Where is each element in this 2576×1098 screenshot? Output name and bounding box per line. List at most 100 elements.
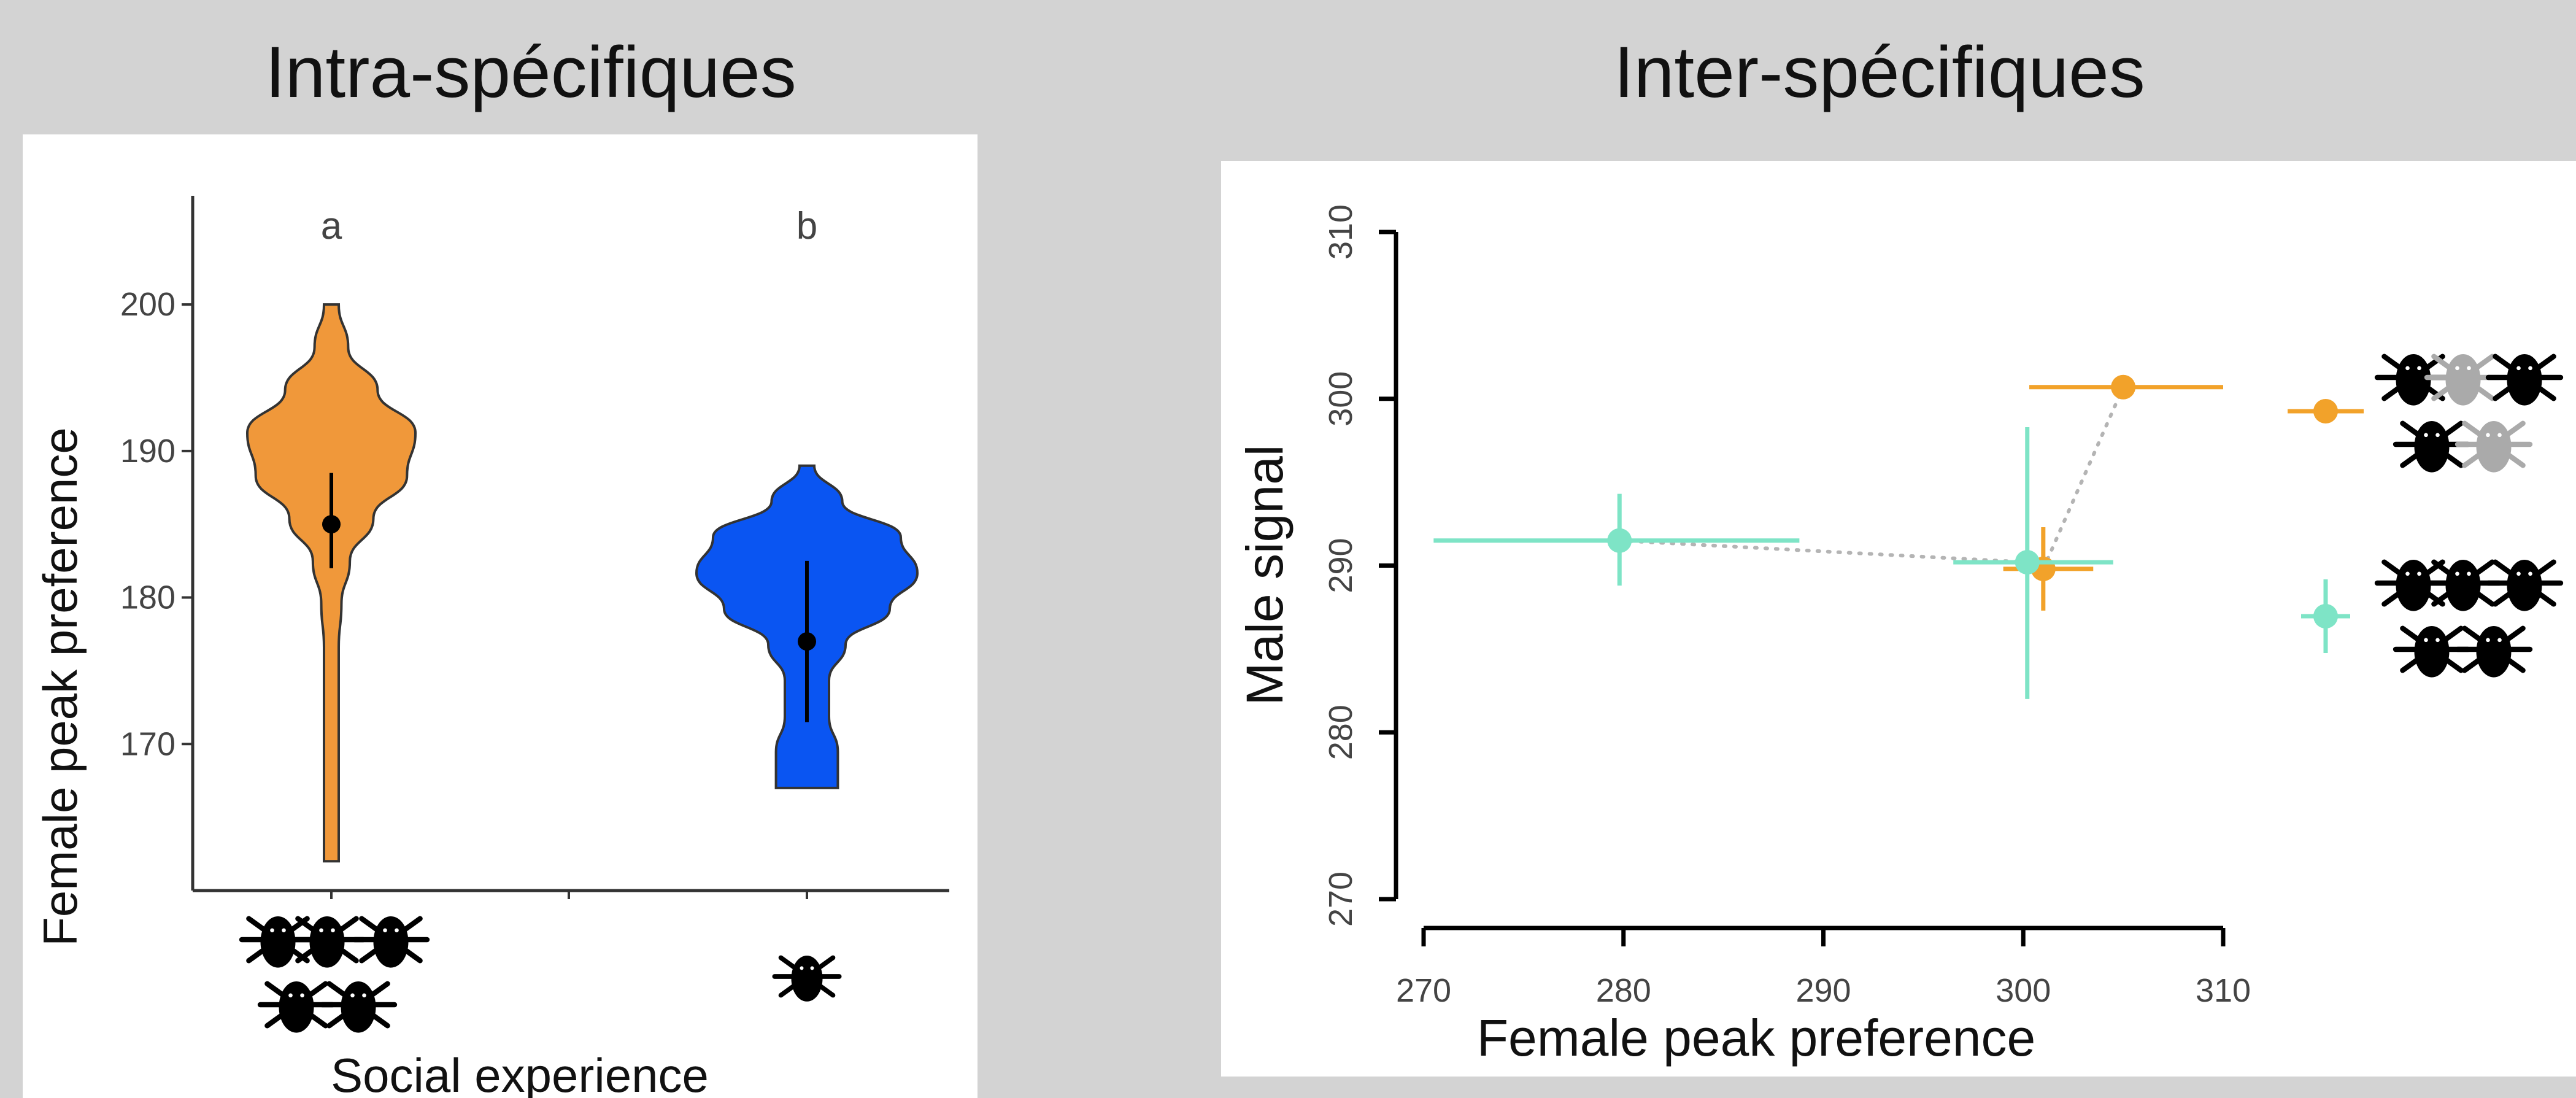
beetle-eye-icon	[2435, 433, 2440, 438]
beetle-body-icon	[373, 916, 409, 968]
violin-chart-panel: Female peak preference Social experience…	[23, 134, 978, 1098]
right-panel-title: Inter-spécifiques	[1614, 32, 2145, 113]
scatter-y-tick-label: 270	[1322, 872, 1359, 927]
left-panel-title: Intra-spécifiques	[265, 32, 796, 113]
beetle-body-icon	[279, 981, 314, 1033]
beetle-eye-icon	[2405, 571, 2410, 576]
beetle-icon	[2393, 625, 2471, 678]
scatter-connector-line	[1618, 538, 2029, 565]
violin-x-axis-title: Social experience	[331, 1048, 709, 1098]
beetle-icon	[239, 916, 317, 968]
beetle-eye-icon	[2486, 638, 2490, 643]
beetle-eye-icon	[810, 966, 814, 970]
violin-y-tick-label: 200	[120, 286, 175, 323]
beetle-body-icon	[2396, 560, 2431, 611]
scatter-y-tick-label: 280	[1322, 705, 1359, 760]
scatter-x-tick-label: 310	[2196, 972, 2251, 1009]
beetle-icon	[2424, 354, 2502, 406]
beetle-body-icon	[341, 981, 376, 1033]
beetle-icon	[2424, 559, 2502, 611]
beetle-eye-icon	[331, 928, 335, 933]
scatter-point	[2111, 374, 2136, 400]
beetle-icon	[772, 955, 842, 1002]
beetle-body-icon	[2476, 626, 2512, 678]
scatter-connector-line	[2041, 385, 2126, 571]
beetle-eye-icon	[800, 966, 804, 970]
mixed-grey-black-beetles-icon	[2374, 354, 2564, 473]
beetle-eye-icon	[2497, 433, 2502, 438]
beetle-body-icon	[2507, 560, 2542, 611]
beetle-eye-icon	[2528, 571, 2532, 576]
scatter-y-tick-label: 310	[1322, 204, 1359, 260]
beetle-eye-icon	[319, 928, 323, 933]
scatter-point	[2015, 550, 2040, 575]
violin-significance-letter: a	[321, 205, 342, 247]
beetle-eye-icon	[2405, 366, 2410, 371]
scatter-y-axis-title: Male signal	[1236, 445, 1294, 706]
beetle-body-icon	[2445, 354, 2481, 406]
scatter-y-tick-label: 290	[1322, 538, 1359, 593]
beetle-eye-icon	[383, 928, 387, 933]
beetle-eye-icon	[2417, 571, 2421, 576]
scatter-point	[1607, 528, 1632, 553]
beetle-eye-icon	[300, 993, 304, 998]
beetle-eye-icon	[2516, 571, 2521, 576]
scatter-chart-panel: Male signal Female peak preference 270 28…	[1221, 161, 2576, 1077]
violin-chart: Female peak preference Social experience…	[33, 196, 949, 1098]
beetle-eye-icon	[2516, 366, 2521, 371]
beetle-icon	[352, 916, 430, 968]
beetle-eye-icon	[2455, 366, 2459, 371]
beetle-eye-icon	[282, 928, 286, 933]
black-beetles-icon	[2374, 559, 2564, 678]
beetle-body-icon	[2507, 354, 2542, 406]
beetle-eye-icon	[362, 993, 366, 998]
violin-y-axis-title: Female peak preference	[33, 427, 87, 946]
beetle-eye-icon	[350, 993, 355, 998]
beetle-icon	[2455, 420, 2533, 473]
beetle-eye-icon	[2467, 571, 2471, 576]
beetle-eye-icon	[270, 928, 274, 933]
beetle-eye-icon	[2417, 366, 2421, 371]
scatter-x-axis-title: Female peak preference	[1477, 1009, 2036, 1067]
violin-median-point	[798, 632, 816, 651]
beetle-eye-icon	[2497, 638, 2502, 643]
beetle-body-icon	[309, 916, 345, 968]
violin-significance-letter: b	[796, 205, 817, 247]
violin-y-tick-label: 170	[120, 725, 175, 762]
violin-y-tick-label: 190	[120, 433, 175, 470]
violin-median-point	[322, 515, 341, 534]
scatter-x-tick-label: 280	[1596, 972, 1651, 1009]
single-beetle-icon	[772, 955, 842, 1002]
legend-teal-point	[2313, 604, 2338, 628]
scatter-x-tick-label: 270	[1396, 972, 1451, 1009]
beetle-body-icon	[260, 916, 296, 968]
scatter-x-tick-label: 290	[1795, 972, 1851, 1009]
beetle-body-icon	[2396, 354, 2431, 406]
beetle-icon	[288, 916, 366, 968]
beetle-eye-icon	[2424, 433, 2428, 438]
five-beetles-icon	[239, 916, 430, 1033]
violin-y-tick-label: 180	[120, 579, 175, 616]
beetle-eye-icon	[2435, 638, 2440, 643]
beetle-icon	[2374, 354, 2453, 406]
beetle-eye-icon	[2424, 638, 2428, 643]
beetle-eye-icon	[2467, 366, 2471, 371]
beetle-eye-icon	[395, 928, 399, 933]
beetle-body-icon	[2445, 560, 2481, 611]
scatter-y-tick-label: 300	[1322, 371, 1359, 427]
beetle-eye-icon	[2455, 571, 2459, 576]
beetle-body-icon	[2414, 421, 2450, 473]
beetle-body-icon	[791, 956, 823, 1002]
scatter-x-tick-label: 300	[1996, 972, 2051, 1009]
beetle-eye-icon	[288, 993, 293, 998]
beetle-icon	[319, 981, 398, 1033]
beetle-eye-icon	[2486, 433, 2490, 438]
beetle-eye-icon	[2528, 366, 2532, 371]
beetle-icon	[2485, 354, 2564, 406]
beetle-icon	[2455, 625, 2533, 678]
beetle-body-icon	[2476, 421, 2512, 473]
beetle-icon	[2485, 559, 2564, 611]
beetle-icon	[257, 981, 336, 1033]
legend-orange-point	[2313, 399, 2338, 423]
violin-shape	[245, 303, 417, 863]
